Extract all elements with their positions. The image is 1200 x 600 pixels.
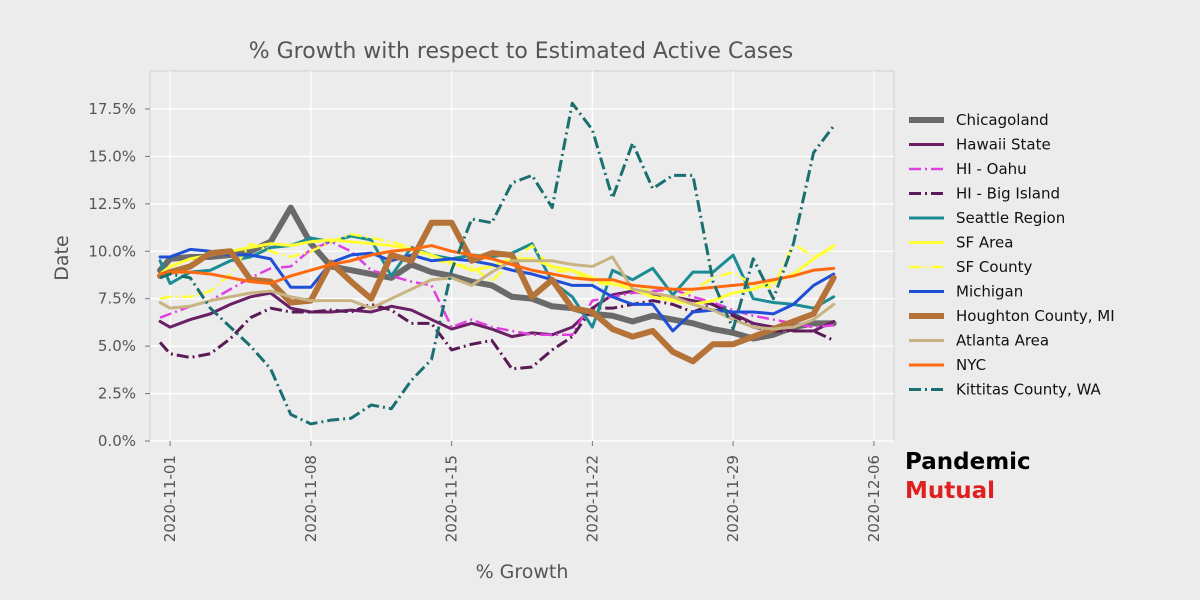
series-line-7 <box>158 247 836 333</box>
y-tick-label: 2.5% <box>98 385 136 403</box>
legend-label: HI - Oahu <box>956 160 1027 178</box>
y-axis-ticks: 0.0% 2.5% 5.0% 7.5% 10.0% 12.5% 15.0% 17.5% <box>88 100 150 450</box>
x-tick-label: 2020-11-15 <box>443 455 461 542</box>
x-tick-label: 2020-11-29 <box>724 455 742 542</box>
x-tick-label: 2020-11-22 <box>583 455 601 542</box>
series-lines <box>157 101 837 426</box>
legend-label: SF Area <box>956 234 1013 252</box>
y-tick-label: 10.0% <box>88 242 136 260</box>
series-line-4 <box>158 234 836 329</box>
x-tick-label: 2020-12-06 <box>865 455 883 542</box>
y-tick-label: 12.5% <box>88 195 136 213</box>
legend-label: HI - Big Island <box>956 185 1060 203</box>
series-line-11 <box>159 101 835 426</box>
legend-label: Chicagoland <box>956 111 1049 129</box>
brand-name-line2: Mutual <box>905 478 996 504</box>
legend-label: Atlanta Area <box>956 332 1049 350</box>
chart-title: % Growth with respect to Estimated Activ… <box>249 39 794 64</box>
legend-label: Seattle Region <box>956 209 1065 227</box>
legend: Chicagoland Hawaii State HI - Oahu HI - Big… <box>909 111 1115 399</box>
legend-label: Hawaii State <box>956 136 1051 154</box>
y-tick-label: 17.5% <box>88 100 136 118</box>
y-tick-label: 15.0% <box>88 147 136 165</box>
grid-lines <box>150 71 894 442</box>
y-axis-label: Date <box>51 235 73 280</box>
y-tick-label: 7.5% <box>98 290 136 308</box>
series-line-5 <box>158 238 836 306</box>
legend-label: Houghton County, MI <box>956 307 1115 325</box>
legend-label: Michigan <box>956 283 1023 301</box>
y-tick-label: 0.0% <box>98 432 136 450</box>
y-tick-label: 5.0% <box>98 337 136 355</box>
series-line-8 <box>157 219 837 365</box>
legend-label: SF County <box>956 258 1032 276</box>
x-axis-label: % Growth <box>476 561 569 583</box>
x-tick-label: 2020-11-01 <box>161 455 179 542</box>
series-line-10 <box>158 244 836 291</box>
series-line-3 <box>158 299 835 371</box>
series-line-9 <box>158 255 836 331</box>
x-axis-ticks: 2020-11-01 2020-11-08 2020-11-15 2020-11-22… <box>161 441 883 542</box>
x-tick-label: 2020-11-08 <box>302 455 320 542</box>
brand-name-line1: Pandemic <box>905 449 1031 475</box>
legend-label: Kittitas County, WA <box>956 381 1102 399</box>
legend-label: NYC <box>956 356 986 374</box>
series-line-2 <box>159 240 834 336</box>
